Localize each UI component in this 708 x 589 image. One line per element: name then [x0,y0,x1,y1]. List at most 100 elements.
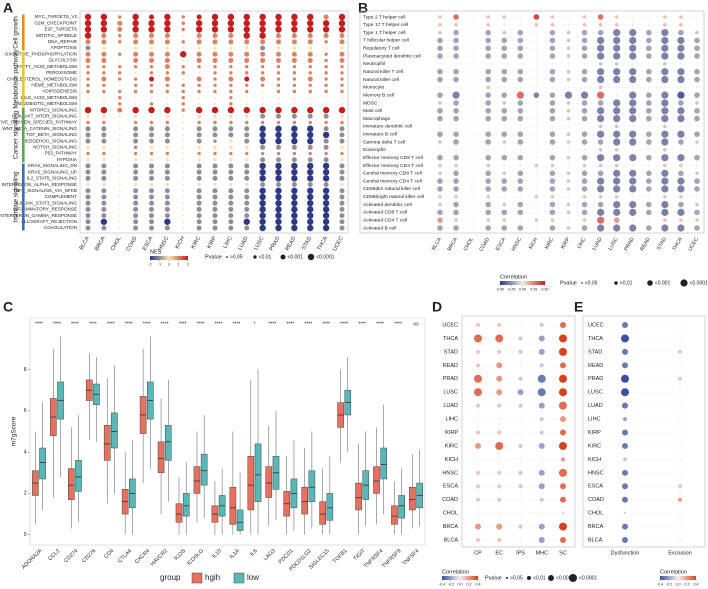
box [157,441,165,474]
dot [165,120,170,125]
dot [244,169,250,175]
dot [213,151,217,156]
legend-dot [680,279,688,287]
dot [623,457,627,462]
dot [260,57,266,63]
dot [559,388,567,397]
row-label: KIRC [445,443,458,449]
dot [583,86,586,89]
dot [622,348,628,355]
dot [101,33,107,39]
group-label: Cancer signaling [13,110,20,159]
dot [646,170,652,177]
dot [623,417,627,422]
dot [322,131,330,139]
dot [622,442,628,449]
dot [471,86,473,89]
dot [474,334,482,343]
dot [260,83,265,87]
dot [260,182,266,188]
dot [291,157,297,163]
dot [566,30,571,35]
dot [133,206,139,212]
dot [196,225,202,231]
dot [485,186,491,192]
dot [597,208,605,216]
dot [679,218,683,222]
dot [196,138,202,144]
colorbar-tick-label: 0.4 [694,582,699,586]
box [409,486,416,511]
dot [275,224,282,232]
dot [559,347,567,356]
dot [164,26,171,33]
significance-label: **** [53,321,61,327]
dot [567,86,570,89]
dot [501,37,508,44]
dot [566,171,571,176]
dot [213,145,217,150]
dot [182,146,185,149]
dot [621,334,629,343]
dot [519,324,522,326]
dot [339,39,345,45]
dot [133,169,139,175]
dot [340,114,344,118]
dot [696,164,698,167]
column-label: HNSC [511,236,524,252]
dot [438,30,442,35]
dot [550,15,555,19]
row-label: BILE_ACID_METABOLISM [21,95,77,100]
dot [149,83,154,87]
legend-title: Pvalue [205,254,222,260]
dot [244,76,250,82]
dot [549,186,556,192]
dot [85,57,91,63]
y-tick-label: 8 [24,367,27,373]
dot [182,220,185,223]
dot [519,539,522,541]
dot [539,323,544,327]
dot [182,189,185,192]
dot [661,169,669,177]
dot [85,169,91,175]
dot [101,213,107,219]
dot [85,188,91,194]
dot [275,125,282,132]
row-label: UCEC [588,322,604,328]
dot [566,187,571,191]
dot [307,20,314,27]
row-label: LIHC [445,417,458,423]
dot [646,45,652,52]
dot [631,16,634,18]
dot [325,47,328,49]
column-label: LIHC [222,236,233,250]
dot [85,175,91,181]
dot [646,225,652,231]
dot [324,64,328,69]
dot [118,220,121,223]
dot [535,203,538,206]
dot [228,169,234,175]
dot [196,51,202,57]
dot [164,20,171,27]
dot [517,76,524,83]
dot [503,24,506,26]
dot [291,162,298,170]
dot [615,86,618,89]
dot [134,71,137,74]
x-tick-label: TNFRSF9 [381,548,402,569]
dot [101,188,107,194]
dot [501,154,508,161]
column-label: READ [639,236,652,252]
dot [485,131,491,138]
colorbar-tick-label: -1 [158,262,161,266]
dot [562,512,564,515]
dot [453,225,459,231]
dot [549,37,556,44]
dot [629,36,637,45]
dot [517,45,524,52]
dot [598,124,603,129]
dot [485,170,491,177]
dot [86,89,90,94]
